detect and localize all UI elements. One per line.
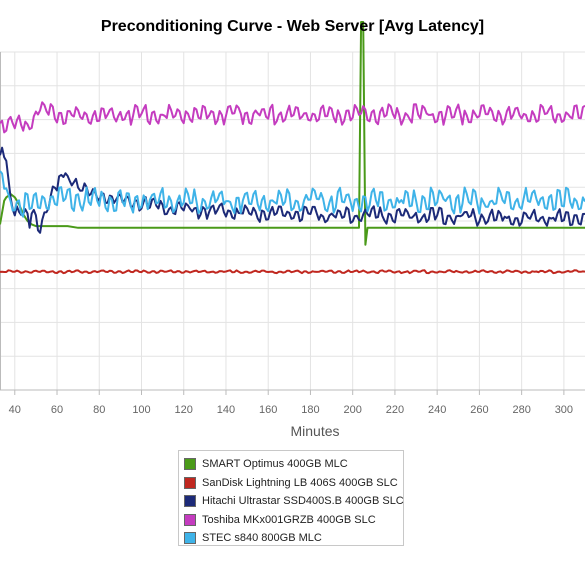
x-tick-label: 260 xyxy=(470,404,488,416)
legend-swatch xyxy=(184,532,196,545)
legend-label: SMART Optimus 400GB MLC xyxy=(202,458,348,471)
legend-item-sandisk: SanDisk Lightning LB 406S 400GB SLC xyxy=(184,474,403,493)
chart-title: Preconditioning Curve - Web Server [Avg … xyxy=(100,18,485,35)
chart-grid xyxy=(0,51,585,391)
x-tick-label: 140 xyxy=(217,404,235,416)
x-tick-label: 80 xyxy=(93,404,105,416)
legend-label: Hitachi Ultrastar SSD400S.B 400GB SLC xyxy=(202,495,404,508)
x-tick-label: 40 xyxy=(9,404,21,416)
x-tick-label: 120 xyxy=(175,404,193,416)
x-tick-label: 300 xyxy=(555,404,573,416)
legend-label: STEC s840 800GB MLC xyxy=(202,532,322,545)
legend-item-toshiba: Toshiba MKx001GRZB 400GB SLC xyxy=(184,511,403,530)
x-tick-label: 240 xyxy=(428,404,446,416)
x-tick-label: 160 xyxy=(259,404,277,416)
x-tick-label: 100 xyxy=(132,404,150,416)
series-line xyxy=(0,269,585,275)
x-axis-label: Minutes xyxy=(290,423,340,439)
chart-legend: SMART Optimus 400GB MLC SanDisk Lightnin… xyxy=(178,450,404,546)
legend-item-hitachi: Hitachi Ultrastar SSD400S.B 400GB SLC xyxy=(184,492,404,511)
series-line xyxy=(0,101,585,134)
series-line xyxy=(0,170,585,218)
legend-item-smart: SMART Optimus 400GB MLC xyxy=(184,455,403,474)
legend-swatch xyxy=(184,495,196,508)
x-tick-label: 60 xyxy=(51,404,63,416)
chart-series xyxy=(0,21,585,275)
legend-swatch xyxy=(184,476,196,489)
x-tick-label: 200 xyxy=(344,404,362,416)
x-tick-label: 280 xyxy=(512,404,530,416)
legend-label: SanDisk Lightning LB 406S 400GB SLC xyxy=(202,476,398,489)
legend-swatch xyxy=(184,458,196,471)
legend-item-stec: STEC s840 800GB MLC xyxy=(184,529,403,548)
series-line xyxy=(0,21,585,246)
legend-swatch xyxy=(184,513,196,526)
x-axis-ticks: 40 60 80 100 120 140 160 180 200 220 240 260 280 300 xyxy=(9,390,573,416)
x-tick-label: 220 xyxy=(386,404,404,416)
x-tick-label: 180 xyxy=(301,404,319,416)
legend-label: Toshiba MKx001GRZB 400GB SLC xyxy=(202,513,376,526)
